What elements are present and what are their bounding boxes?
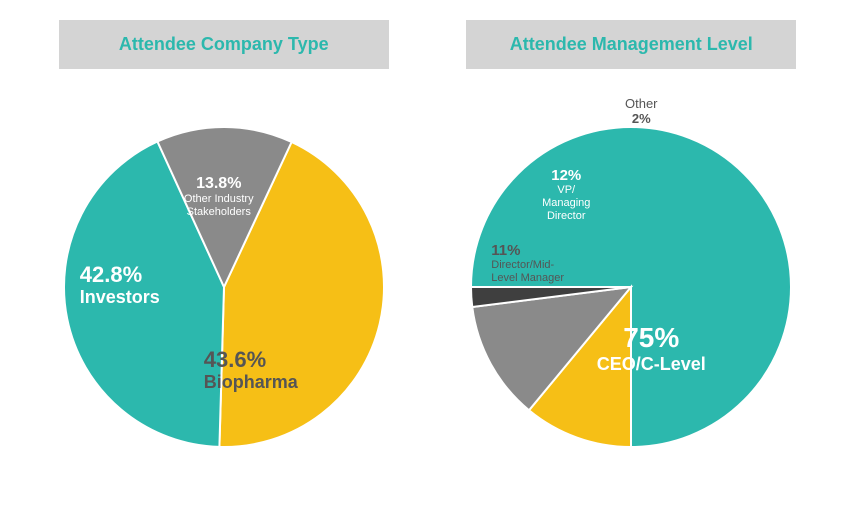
pie-svg [451,87,811,487]
chart-col-company-type: Attendee Company Type 43.6%Biopharma42.8… [24,20,424,467]
chart-col-management-level: Attendee Management Level 75%CEO/C-Level… [431,20,831,467]
pie-svg [44,87,404,487]
charts-row: Attendee Company Type 43.6%Biopharma42.8… [0,0,855,508]
pie-chart-company-type: 43.6%Biopharma42.8%Investors13.8%Other I… [44,87,404,467]
chart-title: Attendee Company Type [59,20,389,69]
pie-chart-management-level: 75%CEO/C-Level11%Director/Mid-Level Mana… [451,87,811,467]
chart-title: Attendee Management Level [466,20,796,69]
